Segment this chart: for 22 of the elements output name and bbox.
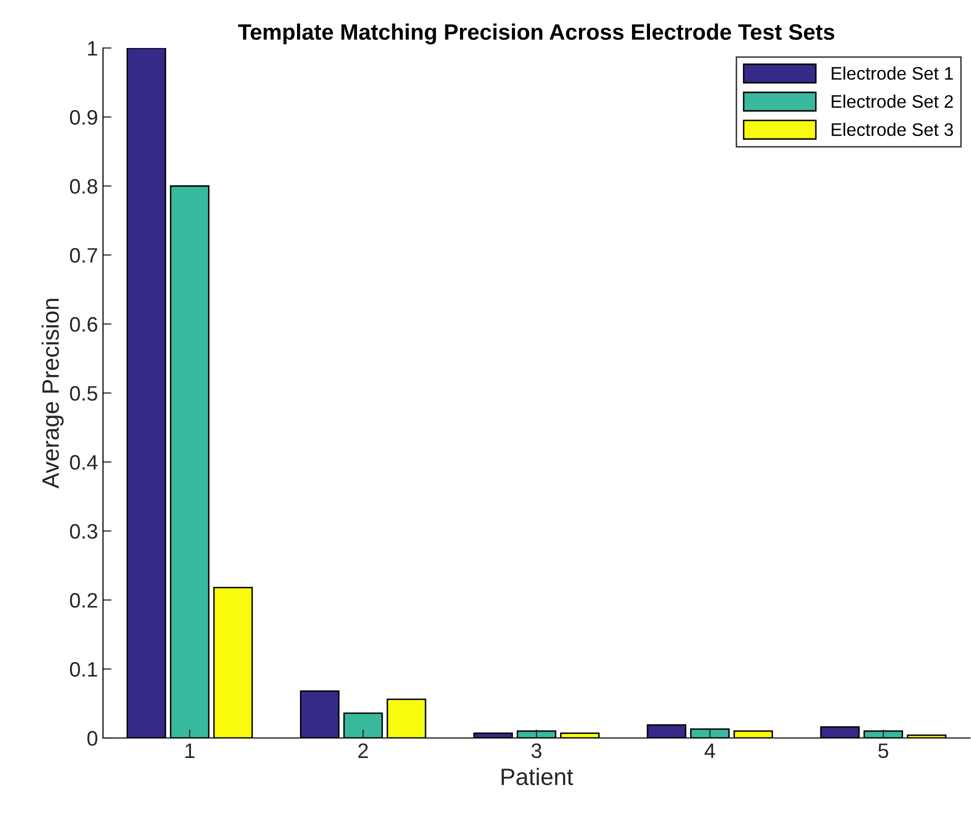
legend-label: Electrode Set 2: [832, 94, 953, 108]
x-axis-title: Patient: [502, 768, 574, 786]
y-tick-label: 0.1: [70, 662, 98, 677]
chart-title: Template Matching Precision Across Electrode Test Sets: [238, 24, 834, 44]
y-tick-label: 0.3: [70, 524, 98, 539]
y-tick-label: 0.7: [70, 248, 98, 263]
y-tick-label: 1: [88, 41, 98, 56]
y-tick-label: 0.5: [70, 386, 98, 401]
y-tick-label: 0: [87, 731, 98, 746]
x-tick-label: 5: [878, 744, 888, 758]
y-tick-label: 0.9: [70, 110, 98, 125]
y-tick-label: 0.8: [70, 179, 98, 194]
x-tick-label: 4: [704, 744, 716, 758]
x-tick-label: 2: [358, 743, 368, 758]
x-tick-label: 3: [532, 743, 542, 758]
y-tick-label: 0.6: [70, 317, 98, 332]
legend-label: Electrode Set 1: [832, 66, 953, 80]
y-tick-label: 0.4: [70, 455, 98, 470]
y-axis-title: Average Precision: [42, 298, 64, 489]
y-tick-label: 0.2: [70, 593, 98, 608]
x-tick-label: 1: [185, 744, 194, 758]
legend-label: Electrode Set 3: [832, 122, 953, 136]
